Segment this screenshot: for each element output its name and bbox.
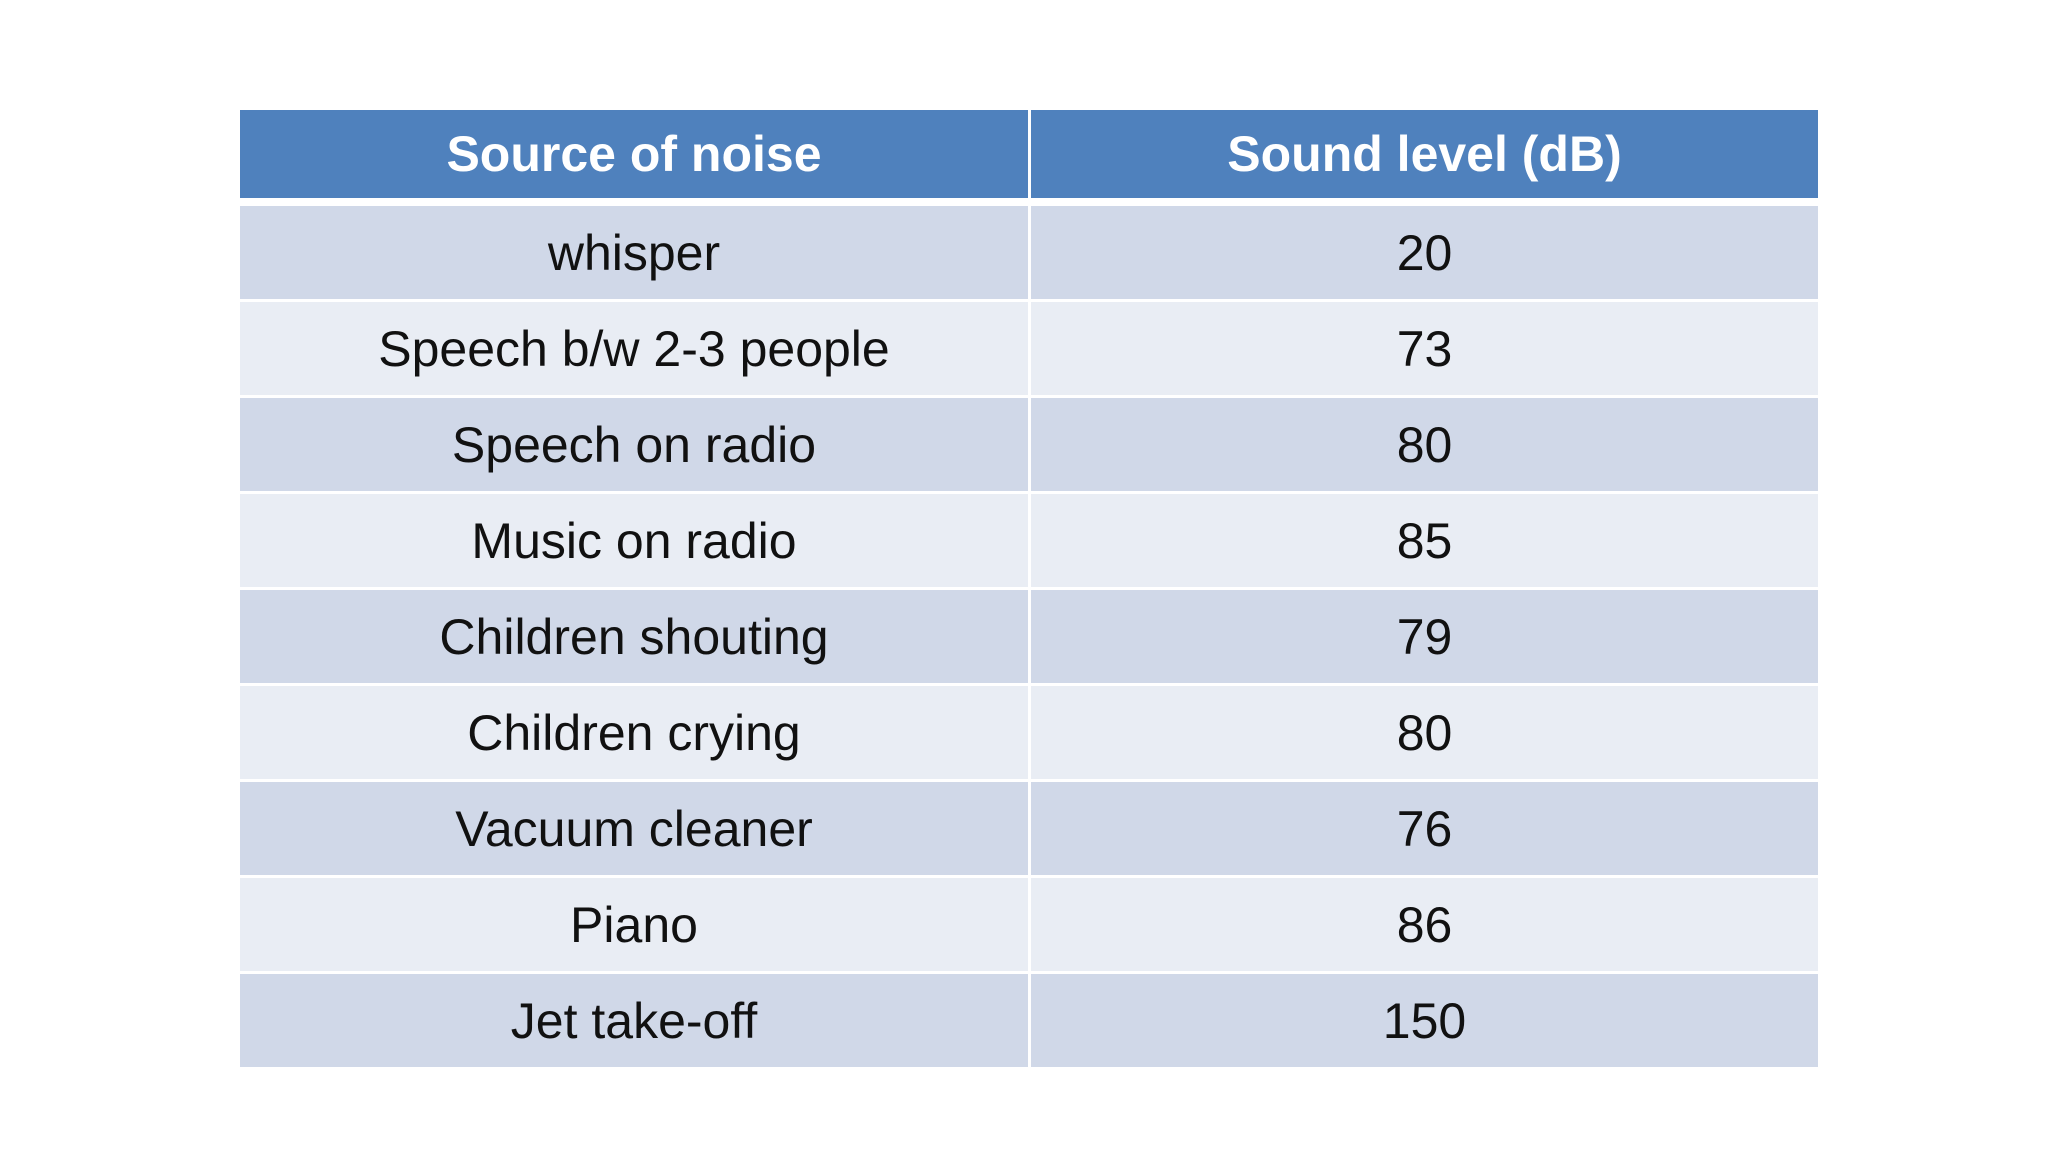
noise-source-cell: whisper <box>240 206 1028 302</box>
sound-level-cell: 86 <box>1028 878 1818 974</box>
sound-level-cell: 76 <box>1028 782 1818 878</box>
header-sound-level: Sound level (dB) <box>1028 110 1818 206</box>
table-row: Jet take-off 150 <box>240 974 1818 1070</box>
table-body: whisper 20 Speech b/w 2-3 people 73 Spee… <box>240 206 1818 1070</box>
table-row: Speech b/w 2-3 people 73 <box>240 302 1818 398</box>
sound-level-cell: 85 <box>1028 494 1818 590</box>
sound-level-cell: 150 <box>1028 974 1818 1070</box>
table-row: Vacuum cleaner 76 <box>240 782 1818 878</box>
noise-source-cell: Piano <box>240 878 1028 974</box>
noise-source-cell: Speech on radio <box>240 398 1028 494</box>
table-header: Source of noise Sound level (dB) <box>240 110 1818 206</box>
noise-source-cell: Children shouting <box>240 590 1028 686</box>
noise-source-cell: Jet take-off <box>240 974 1028 1070</box>
header-source-of-noise: Source of noise <box>240 110 1028 206</box>
noise-source-cell: Speech b/w 2-3 people <box>240 302 1028 398</box>
header-row: Source of noise Sound level (dB) <box>240 110 1818 206</box>
table-row: Music on radio 85 <box>240 494 1818 590</box>
sound-level-cell: 20 <box>1028 206 1818 302</box>
sound-level-cell: 80 <box>1028 398 1818 494</box>
noise-source-cell: Vacuum cleaner <box>240 782 1028 878</box>
sound-level-cell: 79 <box>1028 590 1818 686</box>
table-row: Children shouting 79 <box>240 590 1818 686</box>
noise-source-cell: Music on radio <box>240 494 1028 590</box>
noise-level-table: Source of noise Sound level (dB) whisper… <box>240 110 1818 1070</box>
table-row: whisper 20 <box>240 206 1818 302</box>
sound-level-cell: 80 <box>1028 686 1818 782</box>
noise-source-cell: Children crying <box>240 686 1028 782</box>
table-row: Children crying 80 <box>240 686 1818 782</box>
table-row: Piano 86 <box>240 878 1818 974</box>
table-row: Speech on radio 80 <box>240 398 1818 494</box>
sound-level-cell: 73 <box>1028 302 1818 398</box>
